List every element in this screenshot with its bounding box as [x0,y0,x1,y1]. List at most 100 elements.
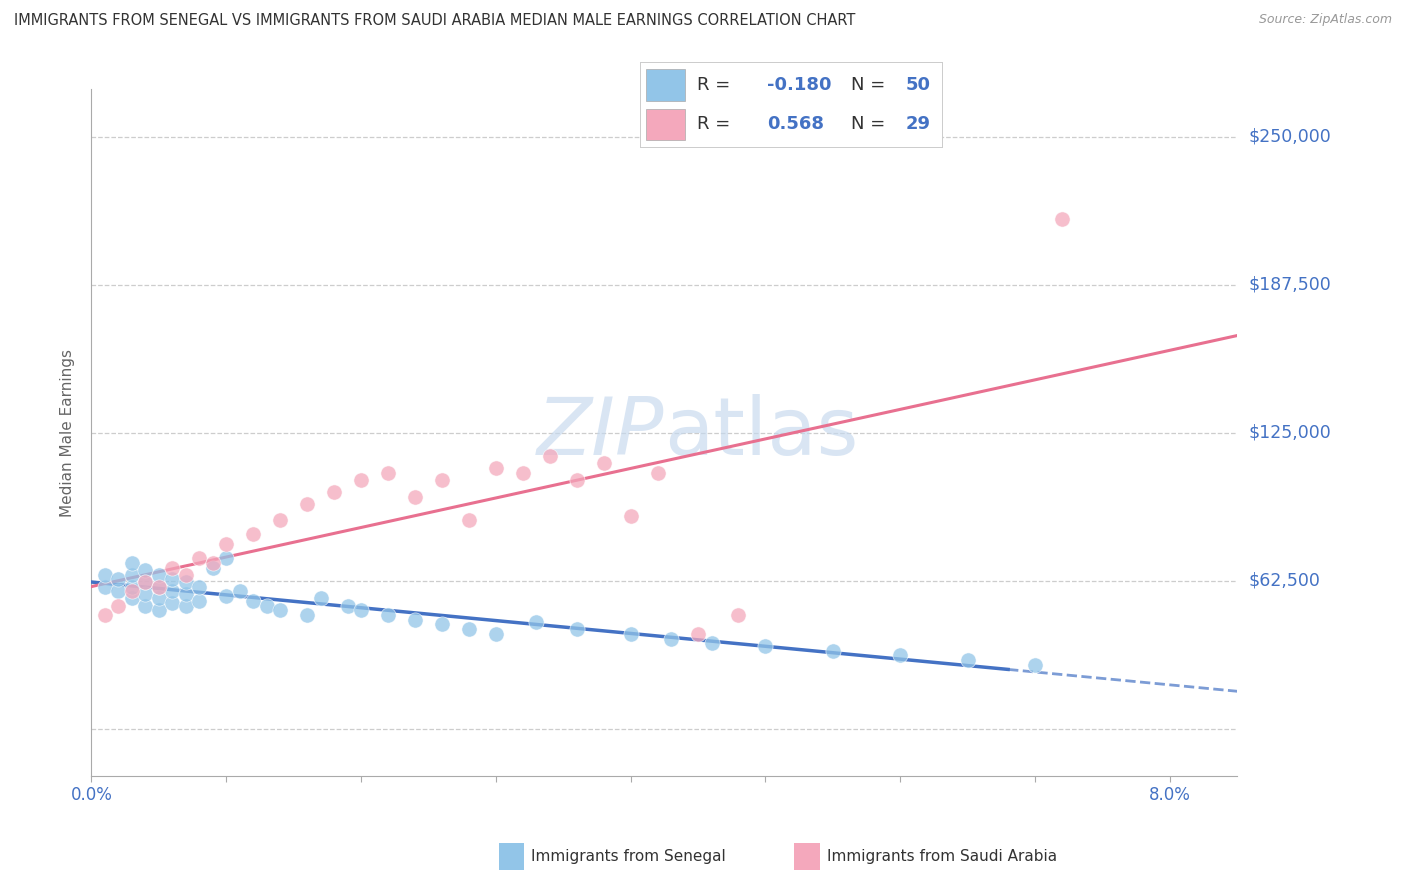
Point [134,599,156,613]
Point [162,573,184,587]
Point [188,594,211,608]
Point [686,627,709,641]
Point [430,473,453,487]
Point [134,587,156,601]
Point [538,450,561,464]
Point [485,627,508,641]
Point [242,594,264,608]
Point [242,527,264,541]
Y-axis label: Median Male Earnings: Median Male Earnings [60,349,76,516]
Point [201,560,224,574]
Point [269,513,291,527]
Point [524,615,547,629]
Point [430,617,453,632]
Point [457,513,479,527]
Point [107,584,129,599]
Point [295,607,318,622]
Point [620,508,643,523]
Point [336,599,359,613]
Point [121,584,143,599]
Point [94,607,117,622]
Text: Immigrants from Saudi Arabia: Immigrants from Saudi Arabia [827,849,1057,863]
Point [148,580,170,594]
Point [754,639,776,653]
Text: IMMIGRANTS FROM SENEGAL VS IMMIGRANTS FROM SAUDI ARABIA MEDIAN MALE EARNINGS COR: IMMIGRANTS FROM SENEGAL VS IMMIGRANTS FR… [14,13,855,29]
Point [215,537,238,551]
Point [174,567,197,582]
Point [350,473,373,487]
Point [121,580,143,594]
Text: $187,500: $187,500 [1249,276,1331,293]
Point [121,556,143,570]
Point [121,591,143,606]
Point [188,551,211,566]
Point [121,567,143,582]
Point [94,567,117,582]
Point [404,613,426,627]
Point [174,574,197,589]
Point [485,461,508,475]
Point [377,607,399,622]
Point [174,599,197,613]
Point [228,584,250,599]
Point [188,580,211,594]
Point [201,556,224,570]
Point [134,574,156,589]
Point [148,591,170,606]
Point [215,589,238,603]
Point [1024,657,1046,672]
Point [94,580,117,594]
Text: R =: R = [697,115,737,133]
Point [134,574,156,589]
Text: Source: ZipAtlas.com: Source: ZipAtlas.com [1258,13,1392,27]
Point [134,563,156,577]
Text: $125,000: $125,000 [1249,424,1331,442]
Point [162,560,184,574]
Point [592,457,614,471]
Text: atlas: atlas [664,393,859,472]
Point [620,627,643,641]
Text: N =: N = [852,115,891,133]
Point [659,632,682,646]
Point [148,603,170,617]
Text: $62,500: $62,500 [1249,572,1320,590]
Text: -0.180: -0.180 [766,77,831,95]
Point [889,648,911,663]
Text: Immigrants from Senegal: Immigrants from Senegal [531,849,727,863]
Point [956,653,979,667]
Point [295,497,318,511]
Point [565,622,588,636]
Text: ZIP: ZIP [537,393,664,472]
Point [309,591,332,606]
Text: 0.568: 0.568 [766,115,824,133]
Point [148,580,170,594]
Point [1050,212,1073,227]
Point [269,603,291,617]
Point [700,636,723,650]
Point [162,584,184,599]
Point [377,466,399,480]
Point [457,622,479,636]
Point [215,551,238,566]
Point [107,573,129,587]
Point [512,466,534,480]
Point [107,599,129,613]
Point [256,599,278,613]
Point [148,567,170,582]
Point [174,587,197,601]
Text: 50: 50 [905,77,931,95]
Point [647,466,669,480]
FancyBboxPatch shape [645,109,685,140]
Text: 29: 29 [905,115,931,133]
Point [821,643,844,657]
Text: R =: R = [697,77,737,95]
Text: N =: N = [852,77,891,95]
Point [727,607,749,622]
Point [404,490,426,504]
FancyBboxPatch shape [645,70,685,101]
Point [162,596,184,610]
Point [323,484,346,499]
Point [350,603,373,617]
Text: $250,000: $250,000 [1249,128,1331,145]
Point [565,473,588,487]
